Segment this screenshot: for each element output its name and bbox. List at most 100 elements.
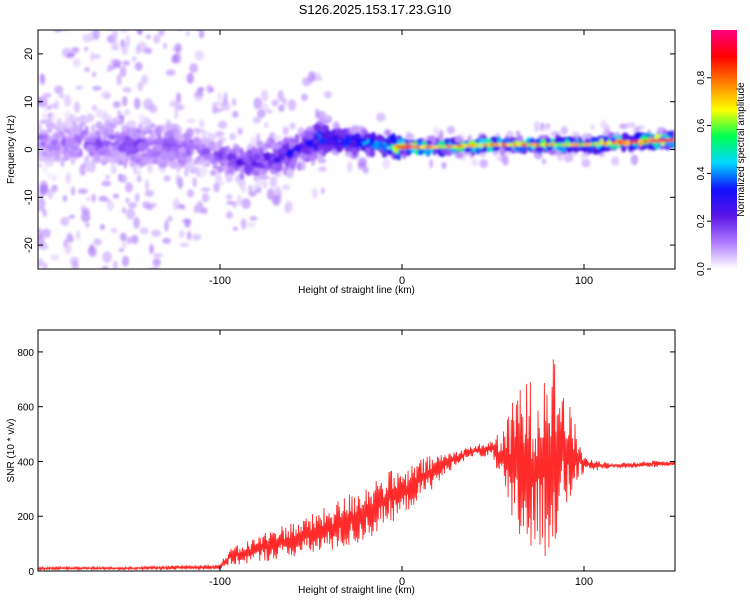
spectrogram-cell [122, 87, 132, 93]
spectrogram-cell [149, 243, 154, 255]
spectrogram-cell [125, 35, 131, 47]
spectrogram-cell [235, 158, 244, 167]
spectrogram-cell [123, 135, 131, 142]
spectrogram-cell [196, 172, 202, 177]
spectrogram-cell [122, 60, 131, 66]
spectrogram-cell [530, 145, 535, 150]
spectrogram-cell [230, 157, 235, 165]
spectrogram-cell [153, 253, 163, 258]
spectrogram-cell [545, 136, 550, 146]
spectrogram-cell [246, 222, 257, 228]
spectrogram-cell [93, 238, 102, 246]
spectrogram-cell [70, 186, 76, 196]
spectrogram-cell [232, 110, 239, 119]
spectrogram-cell [241, 198, 251, 209]
spectrogram-cell [256, 164, 266, 169]
spectrogram-cell [217, 92, 223, 101]
spectrogram-cell [253, 97, 263, 110]
spectrogram-cell [209, 169, 218, 176]
spectrogram-cell [285, 200, 293, 213]
spectrogram-cell [161, 155, 166, 161]
spectrogram-cell [100, 125, 106, 132]
spectrogram-cell [162, 42, 168, 50]
spectrogram-cell [243, 154, 250, 162]
spectrogram-cell [198, 86, 205, 92]
spectrogram-cell [206, 84, 213, 94]
spectrogram-cell [141, 74, 148, 85]
spectrogram-cell [325, 132, 334, 137]
spectrogram-cell [600, 120, 607, 129]
spectrogram-cell [347, 160, 353, 173]
spectrogram-cell [300, 153, 309, 160]
spectrogram-cell [303, 145, 310, 155]
spectrogram-cell [148, 104, 158, 114]
spectrogram-cell [52, 151, 60, 157]
spectrogram-cell [311, 151, 318, 157]
spectrogram-cell [78, 123, 83, 133]
spectrogram-cell [54, 133, 60, 141]
spectrogram-cell [365, 146, 371, 156]
spectrogram-cell [235, 174, 240, 183]
spectrogram-cell [72, 58, 81, 68]
spectrogram-cell [318, 166, 328, 173]
spectrogram-cell [102, 251, 112, 264]
spectrogram-cell [424, 146, 431, 156]
spectrogram-cell [405, 131, 412, 137]
spectrogram-cell [116, 74, 122, 86]
spectrogram-cell [58, 92, 65, 99]
spectrogram-cell [46, 153, 53, 158]
spectrogram-cell [99, 224, 106, 230]
spectrogram-cell [172, 198, 180, 211]
spectrogram-cell [68, 152, 78, 158]
spectrogram-cell [145, 34, 152, 40]
spectrogram-cell [194, 50, 204, 61]
spectrogram-cell [238, 173, 245, 180]
spectrogram-cell [322, 124, 329, 131]
spectrogram-cell [560, 125, 568, 136]
spectrogram-cell [62, 154, 70, 161]
spectrogram-cell [137, 123, 143, 130]
spectrogram-cell [103, 129, 110, 138]
spectrogram-cell [64, 137, 75, 148]
spectrogram-cell [112, 118, 118, 126]
spectrogram-cell [117, 144, 127, 153]
spectrogram-cell [142, 201, 151, 209]
spectrogram-cell [344, 151, 353, 157]
spectrogram-cell [38, 198, 46, 209]
spectrogram-cell [165, 69, 176, 76]
x-tick-label: 0 [399, 576, 405, 588]
spectrogram-cell [272, 148, 279, 155]
spectrogram-cell [63, 94, 72, 107]
spectrogram-cell [121, 207, 127, 214]
spectrogram-cell [38, 257, 44, 268]
spectrogram-cell [225, 173, 233, 183]
spectrogram-cell [217, 120, 228, 129]
spectrogram-cell [198, 30, 205, 39]
spectrogram-cells [38, 30, 675, 269]
spectrogram-cell [71, 260, 79, 269]
spectrogram-cell [282, 126, 289, 136]
spectrogram-cell [112, 260, 119, 269]
snr-panel: -100 0 100 0 200 400 600 800 Height of straight … [6, 329, 676, 596]
spectrogram-cell [302, 77, 312, 87]
spectrogram-cell [163, 146, 168, 152]
spectrogram-cell [252, 116, 261, 124]
spectrogram-cell [91, 193, 96, 203]
spectrogram-cell [306, 126, 314, 131]
spectrogram-cell [125, 197, 130, 204]
spectrogram-cell [38, 146, 42, 156]
spectrogram-cell [163, 137, 169, 144]
spectrogram-cell [134, 152, 144, 159]
spectrogram-cell [363, 133, 373, 139]
spectrogram-cell [145, 179, 150, 191]
spectrogram-cell [260, 174, 270, 180]
spectrogram-cell [148, 202, 157, 208]
spectrogram-cell [444, 140, 449, 147]
spectrogram-cell [429, 159, 434, 169]
spectrogram-cell [50, 185, 58, 194]
spectrogram-cell [85, 144, 96, 153]
spectrogram-cell [193, 127, 201, 133]
spectrogram-cell [84, 125, 89, 136]
spectrogram-cell [71, 47, 80, 54]
spectrogram-cell [515, 130, 521, 136]
